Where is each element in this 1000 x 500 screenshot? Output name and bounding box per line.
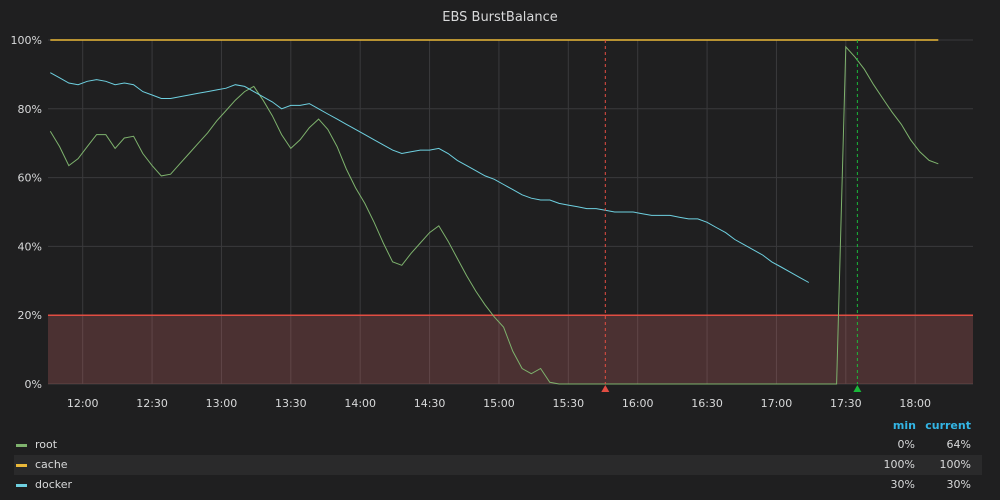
annotation-marker[interactable] bbox=[853, 385, 862, 392]
line-chart[interactable]: 0%20%40%60%80%100% 12:00 12:30 13:00 13:30 1… bbox=[0, 0, 1000, 410]
x-tick-label: 12:30 bbox=[136, 397, 168, 410]
legend-current-value: 64% bbox=[946, 438, 971, 451]
legend-item-cache[interactable]: cache 100% 100% bbox=[14, 455, 982, 475]
legend-current-value: 30% bbox=[946, 478, 971, 491]
legend-item-root[interactable]: root 0% 64% bbox=[14, 435, 982, 455]
x-tick-label: 15:00 bbox=[483, 397, 515, 410]
series-line-docker bbox=[50, 72, 810, 283]
grid bbox=[48, 39, 973, 385]
legend-series-name[interactable]: docker bbox=[35, 478, 73, 491]
series-color-swatch[interactable] bbox=[16, 464, 27, 467]
series-lines bbox=[49, 39, 939, 385]
x-tick-label: 15:30 bbox=[552, 397, 584, 410]
x-tick-label: 14:30 bbox=[414, 397, 446, 410]
x-tick-label: 17:30 bbox=[830, 397, 862, 410]
legend-min-value: 0% bbox=[897, 438, 915, 451]
legend-min-header[interactable]: min bbox=[892, 419, 916, 432]
threshold-fill bbox=[48, 315, 973, 384]
series-color-swatch[interactable] bbox=[16, 484, 27, 487]
x-tick-label: 14:00 bbox=[344, 397, 376, 410]
threshold-region bbox=[48, 314, 973, 384]
y-tick-label: 40% bbox=[18, 240, 42, 253]
panel-title[interactable]: EBS BurstBalance bbox=[442, 10, 558, 25]
annotation-markers[interactable] bbox=[601, 40, 862, 392]
x-tick-label: 17:00 bbox=[761, 397, 793, 410]
legend-series-name[interactable]: root bbox=[35, 438, 58, 451]
x-tick-label: 13:30 bbox=[275, 397, 307, 410]
y-tick-label: 60% bbox=[18, 172, 42, 185]
y-tick-label: 100% bbox=[11, 34, 42, 47]
x-tick-label: 13:00 bbox=[206, 397, 238, 410]
legend-min-value: 30% bbox=[890, 478, 915, 491]
y-axis-ticks: 0% 20% 40% 60% 80% 100% bbox=[11, 34, 42, 391]
legend-min-value: 100% bbox=[883, 458, 915, 471]
y-tick-label: 0% bbox=[25, 378, 42, 391]
legend-current-header[interactable]: current bbox=[925, 419, 971, 432]
x-tick-label: 16:30 bbox=[691, 397, 723, 410]
x-tick-label: 12:00 bbox=[67, 397, 99, 410]
y-tick-label: 80% bbox=[18, 103, 42, 116]
legend-current-value: 100% bbox=[939, 458, 971, 471]
x-tick-label: 16:00 bbox=[622, 397, 654, 410]
series-color-swatch[interactable] bbox=[16, 444, 27, 447]
x-axis-ticks: 12:00 12:30 13:00 13:30 14:00 14:30 15:00 15:30… bbox=[67, 397, 931, 410]
series-line-root bbox=[49, 45, 939, 385]
legend-series-name[interactable]: cache bbox=[35, 458, 68, 471]
annotation-marker[interactable] bbox=[601, 385, 610, 392]
legend-item-docker[interactable]: docker 30% 30% bbox=[14, 475, 982, 495]
x-tick-label: 18:00 bbox=[899, 397, 931, 410]
y-tick-label: 20% bbox=[18, 309, 42, 322]
